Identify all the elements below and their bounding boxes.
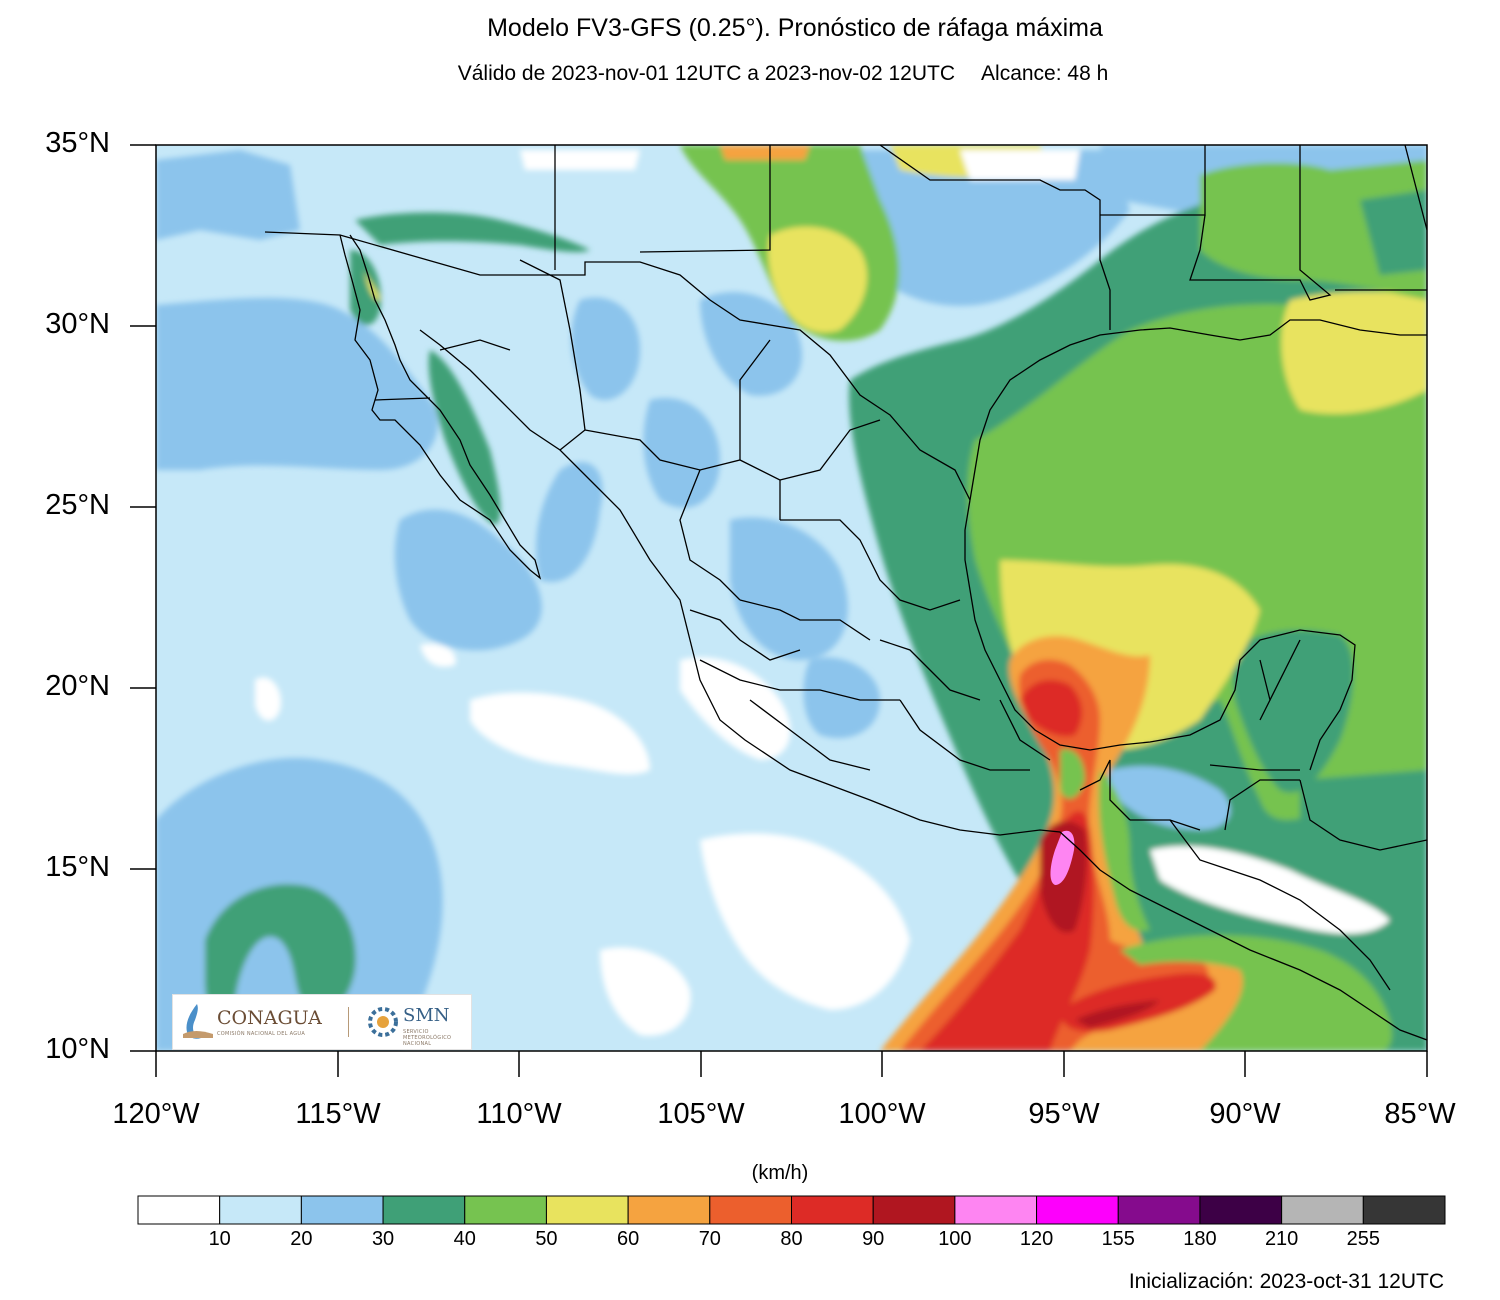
colorbar-label: 70 — [698, 1228, 721, 1250]
conagua-logo: CONAGUA COMISIÓN NACIONAL DEL AGUA — [173, 995, 343, 1049]
coastlines-borders — [264, 145, 1427, 1041]
lat-label: 15°N — [45, 851, 110, 883]
map-subtitle: Válido de 2023-nov-01 12UTC a 2023-nov-0… — [0, 62, 1500, 86]
lon-label: 90°W — [1209, 1098, 1281, 1130]
lon-ticks — [155, 1051, 1428, 1077]
colorbar-swatch — [954, 1195, 1038, 1225]
colorbar-label: 180 — [1183, 1228, 1217, 1250]
colorbar-label: 80 — [780, 1228, 803, 1250]
colorbar-swatch — [300, 1195, 384, 1225]
map-frame — [155, 144, 1428, 1052]
conagua-emblem-icon — [183, 1004, 213, 1039]
colorbar-swatch — [219, 1195, 302, 1225]
colorbar-swatch — [137, 1195, 221, 1225]
conagua-wordmark: CONAGUA — [217, 1007, 322, 1029]
lat-label: 20°N — [45, 670, 110, 702]
colorbar-label: 60 — [617, 1228, 640, 1250]
lon-label: 110°W — [476, 1098, 562, 1130]
colorbar-label: 30 — [371, 1228, 395, 1250]
colorbar-swatch — [1281, 1195, 1364, 1225]
lat-ticks — [130, 144, 156, 1052]
colorbar-label: 40 — [453, 1228, 476, 1250]
valid-period: Válido de 2023-nov-01 12UTC a 2023-nov-0… — [457, 62, 956, 85]
colorbar-label: 20 — [290, 1228, 313, 1250]
lon-label: 120°W — [112, 1098, 200, 1130]
smn-logo: SMN SERVICIO METEOROLÓGICO NACIONAL — [363, 995, 471, 1049]
colorbar-swatch — [464, 1195, 547, 1225]
colorbar-label: 90 — [862, 1228, 885, 1250]
colorbar-swatch — [1362, 1195, 1446, 1225]
logo-separator — [348, 1007, 349, 1037]
initialization-time: Inicialización: 2023-oct-31 12UTC — [1128, 1270, 1444, 1293]
agency-logos: CONAGUA COMISIÓN NACIONAL DEL AGUA SMN S… — [172, 994, 472, 1050]
lat-label: 35°N — [45, 127, 110, 159]
colorbar-swatch — [545, 1195, 629, 1225]
colorbar-label: 255 — [1346, 1228, 1380, 1250]
lon-label: 100°W — [838, 1098, 926, 1130]
colorbar-swatch — [872, 1195, 956, 1225]
colorbar-units: (km/h) — [751, 1162, 809, 1184]
smn-subtitle: SERVICIO METEOROLÓGICO NACIONAL — [403, 1029, 452, 1047]
lat-label: 25°N — [45, 489, 110, 521]
colorbar-swatch — [1117, 1195, 1201, 1225]
colorbar-label: 210 — [1264, 1228, 1299, 1250]
lon-label: 115°W — [295, 1098, 381, 1130]
map-title: Modelo FV3-GFS (0.25°). Pronóstico de rá… — [487, 14, 1103, 42]
colorbar-label: 155 — [1101, 1228, 1135, 1250]
colorbar-label: 100 — [938, 1228, 972, 1250]
peak-gust-core — [1050, 830, 1075, 885]
colorbar-swatch — [1199, 1195, 1283, 1225]
conagua-subtitle: COMISIÓN NACIONAL DEL AGUA — [217, 1031, 306, 1037]
gust-field — [156, 145, 1427, 1051]
lon-label: 105°W — [657, 1098, 745, 1130]
colorbar — [137, 1195, 1446, 1225]
colorbar-swatch — [627, 1195, 711, 1225]
colorbar-swatch — [382, 1195, 466, 1225]
colorbar-swatch — [791, 1195, 874, 1225]
forecast-range: Alcance: 48 h — [981, 62, 1109, 85]
colorbar-swatch — [1036, 1195, 1119, 1225]
colorbar-label: 10 — [208, 1228, 231, 1250]
lat-label: 30°N — [45, 308, 110, 340]
lat-label: 10°N — [45, 1033, 110, 1065]
lon-label: 85°W — [1384, 1098, 1456, 1130]
colorbar-label: 50 — [535, 1228, 558, 1250]
colorbar-label: 120 — [1019, 1228, 1054, 1250]
colorbar-swatch — [709, 1195, 792, 1225]
smn-emblem-icon — [368, 1007, 398, 1037]
lon-label: 95°W — [1028, 1098, 1100, 1130]
smn-wordmark: SMN — [403, 1005, 450, 1026]
